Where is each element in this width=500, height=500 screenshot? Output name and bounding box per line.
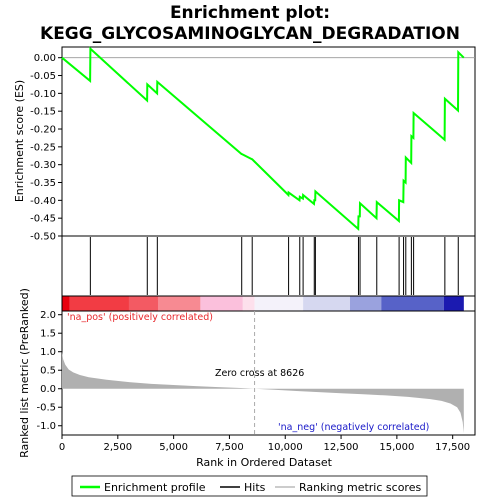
metric-tick-label: -0.5 — [36, 403, 56, 414]
x-axis-label: Rank in Ordered Dataset — [196, 456, 333, 469]
metric-tick-label: 0.0 — [40, 384, 56, 395]
heat-bar-panel — [61, 295, 476, 312]
metric-y-ticks: 2.0 1.5 1.0 0.5 0.0 -0.5 -1.0 — [36, 310, 62, 432]
metric-tick-label: 1.0 — [40, 347, 56, 358]
es-tick-label: -0.45 — [30, 214, 56, 225]
x-tick-label: 10,000 — [268, 442, 303, 453]
x-tick-label: 5,000 — [159, 442, 188, 453]
heat-bar-segment — [349, 296, 382, 311]
metric-panel-frame — [61, 310, 476, 436]
chart-title-line2: KEGG_GLYCOSAMINOGLYCAN_DEGRADATION — [40, 24, 460, 44]
legend: Enrichment profile Hits Ranking metric s… — [71, 475, 428, 497]
heat-bar-segment — [69, 296, 129, 311]
heat-bar-segment — [157, 296, 201, 311]
hits-panel-frame — [61, 235, 476, 297]
x-tick-label: 2,500 — [103, 442, 132, 453]
heat-bar-segment — [200, 296, 243, 311]
heat-bar-segments — [62, 296, 464, 311]
es-tick-label: -0.25 — [30, 142, 56, 153]
hit-lines — [89, 237, 459, 295]
x-axis-ticks: 0 2,500 5,000 7,500 10,000 12,500 15,000 17,500 — [59, 435, 470, 453]
es-tick-label: -0.10 — [30, 89, 56, 100]
positive-correlation-label: 'na_pos' (positively correlated) — [67, 312, 213, 323]
es-tick-label: -0.40 — [30, 196, 56, 207]
legend-hits-label: Hits — [244, 481, 266, 494]
negative-correlation-label: 'na_neg' (negatively correlated) — [278, 422, 429, 433]
metric-tick-label: 2.0 — [40, 310, 56, 321]
heat-bar-segment — [443, 296, 464, 311]
es-tick-label: -0.05 — [30, 71, 56, 82]
zero-cross-label: Zero cross at 8626 — [215, 368, 304, 379]
heat-bar-segment — [242, 296, 255, 311]
es-y-axis-label: Enrichment score (ES) — [13, 80, 26, 202]
hits-panel — [61, 235, 476, 297]
enrichment-profile-line — [61, 46, 465, 232]
heat-bar-segment — [128, 296, 158, 311]
es-tick-label: -0.50 — [30, 232, 56, 243]
x-tick-label: 15,000 — [379, 442, 414, 453]
metric-y-axis-label: Ranked list metric (PreRanked) — [18, 288, 31, 458]
es-tick-label: -0.15 — [30, 107, 56, 118]
x-tick-label: 17,500 — [435, 442, 470, 453]
heat-bar-segment — [381, 296, 444, 311]
es-tick-label: -0.20 — [30, 125, 56, 136]
metric-tick-label: 1.5 — [40, 329, 56, 340]
x-tick-label: 12,500 — [324, 442, 359, 453]
es-panel: 0.00 -0.05 -0.10 -0.15 -0.20 -0.25 -0.30 -0.35 -… — [30, 46, 476, 243]
chart-title-line1: Enrichment plot: — [170, 3, 330, 23]
heat-bar-segment — [254, 296, 304, 311]
es-tick-label: -0.35 — [30, 178, 56, 189]
es-y-ticks: 0.00 -0.05 -0.10 -0.15 -0.20 -0.25 -0.30 -0.35 -… — [30, 53, 62, 243]
metric-tick-label: 0.5 — [40, 366, 56, 377]
heat-bar-segment — [303, 296, 350, 311]
metric-tick-label: -1.0 — [36, 421, 56, 432]
legend-metric-label: Ranking metric scores — [299, 481, 421, 494]
heat-bar-segment — [62, 296, 70, 311]
x-tick-label: 0 — [59, 442, 65, 453]
legend-box — [71, 475, 428, 497]
ranking-metric-area — [62, 351, 464, 434]
x-tick-label: 7,500 — [215, 442, 244, 453]
es-panel-frame — [61, 46, 476, 237]
es-tick-label: 0.00 — [34, 53, 56, 64]
es-tick-label: -0.30 — [30, 160, 56, 171]
metric-panel: 2.0 1.5 1.0 0.5 0.0 -0.5 -1.0 'na_pos' (positi… — [36, 310, 476, 436]
legend-enrichment-label: Enrichment profile — [104, 481, 206, 494]
